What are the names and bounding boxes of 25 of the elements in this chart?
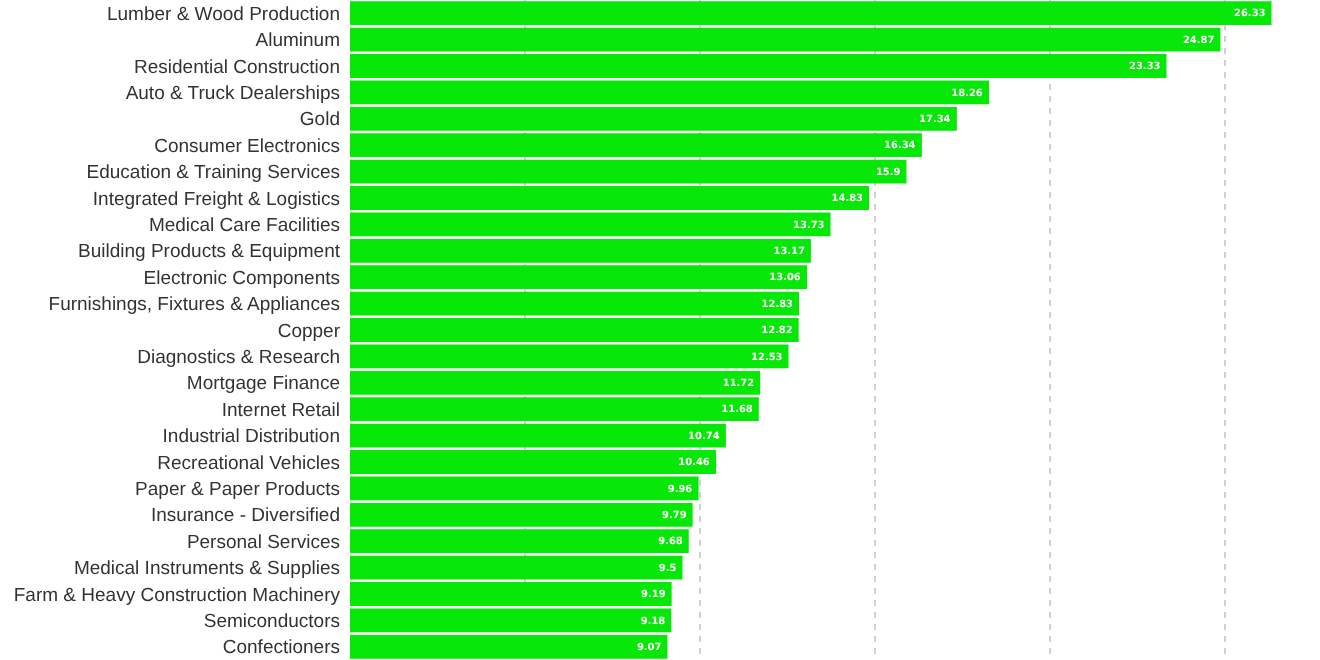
y-tick-label: Residential Construction [134,56,340,79]
y-tick-label: Integrated Freight & Logistics [92,188,341,211]
y-tick-label: Recreational Vehicles [157,452,341,475]
y-tick-label: Building Products & Equipment [78,241,341,264]
y-tick-label: Lumber & Wood Production [106,3,340,26]
y-tick-label: Medical Care Facilities [148,215,341,238]
y-tick-label: Paper & Paper Products [135,479,341,502]
y-tick-label: Diagnostics & Research [137,347,340,370]
y-tick-label: Copper [277,320,340,343]
y-tick-label: Auto & Truck Dealerships [125,83,341,106]
y-tick-label: Insurance - Diversified [150,505,340,528]
y-tick-label: Internet Retail [221,399,340,422]
y-tick-label: Semiconductors [203,611,341,634]
y-tick-label: Gold [299,109,340,132]
y-tick-label: Confectioners [222,637,341,660]
y-tick-label: Furnishings, Fixtures & Appliances [48,294,341,317]
y-tick-label: Mortgage Finance [186,373,340,396]
y-tick-label: Medical Instruments & Supplies [73,558,341,581]
y-tick-label: Personal Services [186,531,341,554]
y-tick-label: Education & Training Services [86,162,341,185]
y-tick-label: Electronic Components [143,267,341,290]
y-tick-label: Industrial Distribution [162,426,340,449]
y-tick-label: Farm & Heavy Construction Machinery [13,584,341,607]
y-tick-label: Aluminum [255,30,341,53]
y-tick-label: Consumer Electronics [154,135,341,158]
